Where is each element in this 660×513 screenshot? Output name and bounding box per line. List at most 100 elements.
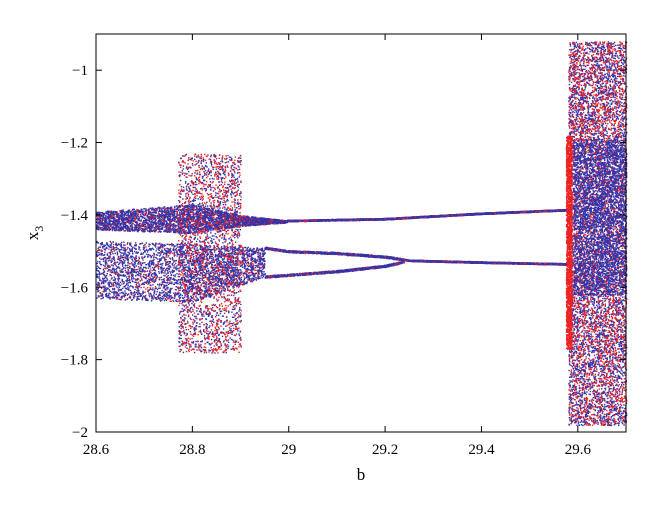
scatter-point xyxy=(107,253,108,254)
scatter-point xyxy=(224,249,225,250)
scatter-point xyxy=(241,277,242,278)
scatter-points xyxy=(96,41,627,426)
scatter-point xyxy=(179,267,180,268)
scatter-point xyxy=(252,274,253,275)
scatter-point xyxy=(100,292,101,293)
scatter-point xyxy=(220,283,221,284)
scatter-point xyxy=(259,253,260,254)
scatter-point xyxy=(173,231,174,232)
scatter-point xyxy=(125,288,126,289)
scatter-point xyxy=(136,265,137,266)
scatter-point xyxy=(103,261,104,262)
scatter-point xyxy=(233,249,234,250)
scatter-point xyxy=(124,252,125,253)
scatter-point xyxy=(109,221,110,222)
scatter-point xyxy=(174,264,175,265)
scatter-point xyxy=(134,296,135,297)
scatter-point xyxy=(161,277,162,278)
scatter-point xyxy=(152,289,153,290)
scatter-point xyxy=(150,268,151,269)
scatter-point xyxy=(134,251,135,252)
scatter-point xyxy=(138,283,139,284)
scatter-point xyxy=(111,264,112,265)
scatter-point xyxy=(151,264,152,265)
scatter-point xyxy=(131,246,132,247)
scatter-point xyxy=(111,286,112,287)
scatter-point xyxy=(99,254,100,255)
scatter-point xyxy=(103,269,104,270)
scatter-point xyxy=(210,230,211,231)
scatter-point xyxy=(143,295,144,296)
scatter-point xyxy=(168,265,169,266)
scatter-point xyxy=(170,279,171,280)
scatter-point xyxy=(177,255,178,256)
scatter-point xyxy=(127,242,128,243)
scatter-point xyxy=(255,277,256,278)
scatter-point xyxy=(252,263,253,264)
scatter-point xyxy=(121,269,122,270)
scatter-point xyxy=(141,256,142,257)
scatter-point xyxy=(164,300,165,301)
scatter-point xyxy=(163,254,164,255)
scatter-point xyxy=(100,273,101,274)
scatter-point xyxy=(174,298,175,299)
scatter-point xyxy=(174,206,175,207)
scatter-point xyxy=(101,259,102,260)
scatter-point xyxy=(154,274,155,275)
scatter-point xyxy=(110,253,111,254)
scatter-point xyxy=(124,250,125,251)
scatter-point xyxy=(100,268,101,269)
scatter-point xyxy=(191,279,192,280)
scatter-point xyxy=(102,250,103,251)
scatter-point xyxy=(247,279,248,280)
scatter-point xyxy=(125,265,126,266)
scatter-point xyxy=(143,287,144,288)
scatter-point xyxy=(186,290,187,291)
scatter-point xyxy=(110,271,111,272)
scatter-point xyxy=(129,223,130,224)
scatter-point xyxy=(237,273,238,274)
scatter-point xyxy=(143,274,144,275)
scatter-point xyxy=(127,287,128,288)
scatter-point xyxy=(185,269,186,270)
scatter-point xyxy=(123,225,124,226)
scatter-point xyxy=(231,253,232,254)
scatter-point xyxy=(148,249,149,250)
scatter-point xyxy=(123,263,124,264)
scatter-point xyxy=(115,274,116,275)
scatter-point xyxy=(108,297,109,298)
scatter-point xyxy=(179,212,180,213)
scatter-point xyxy=(163,272,164,273)
scatter-point xyxy=(109,280,110,281)
scatter-point xyxy=(153,294,154,295)
scatter-point xyxy=(199,278,200,279)
scatter-point xyxy=(176,273,177,274)
scatter-point xyxy=(145,246,146,247)
scatter-point xyxy=(127,265,128,266)
scatter-point xyxy=(173,275,174,276)
scatter-point xyxy=(180,281,181,282)
scatter-point xyxy=(109,258,110,259)
scatter-point xyxy=(204,292,205,293)
scatter-point xyxy=(219,272,220,273)
scatter-point xyxy=(172,253,173,254)
scatter-point xyxy=(196,247,197,248)
scatter-point xyxy=(132,293,133,294)
scatter-point xyxy=(184,257,185,258)
scatter-point xyxy=(177,301,178,302)
scatter-point xyxy=(210,263,211,264)
scatter-point xyxy=(196,297,197,298)
scatter-point xyxy=(224,227,225,228)
scatter-point xyxy=(231,257,232,258)
scatter-point xyxy=(130,226,131,227)
scatter-point xyxy=(207,246,208,247)
scatter-point xyxy=(140,243,141,244)
scatter-point xyxy=(121,283,122,284)
scatter-point xyxy=(171,298,172,299)
scatter-point xyxy=(125,268,126,269)
scatter-point xyxy=(119,287,120,288)
scatter-point xyxy=(180,286,181,287)
scatter-point xyxy=(136,269,137,270)
scatter-point xyxy=(104,252,105,253)
